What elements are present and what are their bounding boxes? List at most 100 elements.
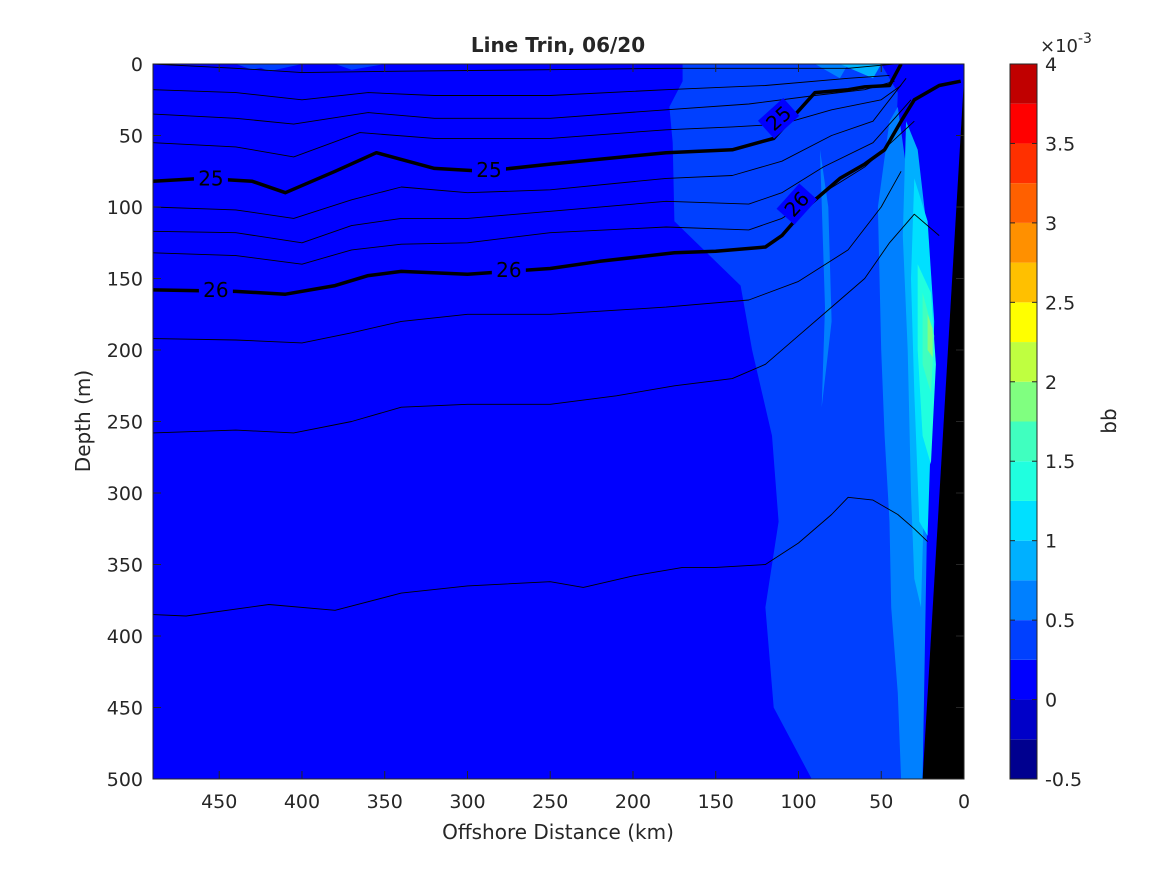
bb-region-3 <box>820 149 832 408</box>
colorbar-tick-label: 1.5 <box>1045 451 1075 473</box>
y-tick-label: 350 <box>107 555 143 577</box>
contour-label-group-1: 25 <box>471 157 506 182</box>
colorbar-block-1 <box>1010 699 1037 740</box>
x-tick-label: 50 <box>869 791 893 813</box>
colorbar-block-15 <box>1010 143 1037 184</box>
density-contour-9 <box>153 171 902 344</box>
x-tick-label: 0 <box>958 791 970 813</box>
colorbar-tick-label: 2 <box>1045 372 1057 394</box>
density-contour-0 <box>153 64 895 74</box>
colorbar-block-5 <box>1010 540 1037 581</box>
bb-filled-contours <box>153 64 936 779</box>
colorbar-block-6 <box>1010 500 1037 541</box>
x-tick-label: 200 <box>615 791 651 813</box>
contour-label-knockout <box>491 257 526 282</box>
contour-label: 25 <box>476 158 501 182</box>
colorbar-tick-label: 3 <box>1045 213 1057 235</box>
colorbar-exponent-base: ×10 <box>1040 36 1078 57</box>
colorbar-block-0 <box>1010 739 1037 779</box>
bold-density-contour-8 <box>153 79 962 296</box>
contour-label-knockout <box>198 277 233 302</box>
colorbar-block-10 <box>1010 342 1037 382</box>
y-tick-label: 100 <box>107 197 143 219</box>
colorbar: -0.5 0 0.5 1 1.5 2 2.5 3 3.5 4 ×10-3 bb <box>1009 31 1121 791</box>
density-contours <box>153 64 962 617</box>
density-contour-11 <box>153 496 928 617</box>
bb-region-6 <box>839 64 882 79</box>
colorbar-block-2 <box>1010 659 1037 700</box>
colorbar-block-12 <box>1010 262 1037 303</box>
density-contour-10 <box>153 213 940 434</box>
chart-title: Line Trin, 06/20 <box>471 33 645 57</box>
colorbar-block-13 <box>1010 222 1037 263</box>
bathymetry-mask-layer <box>922 78 964 779</box>
contour-label: 26 <box>203 278 228 302</box>
colorbar-block-11 <box>1010 302 1037 343</box>
colorbar-block-9 <box>1010 381 1037 422</box>
bb-region-10 <box>927 314 933 358</box>
contour-label: 25 <box>198 166 223 190</box>
contour-label-group-3: 26 <box>198 277 233 302</box>
density-contour-6 <box>153 99 912 244</box>
x-axis: 450 400 350 300 250 200 150 100 50 0 <box>201 64 970 813</box>
y-tick-label: 250 <box>107 412 143 434</box>
colorbar-block-8 <box>1010 421 1037 462</box>
colorbar-tick-label: 2.5 <box>1045 292 1075 314</box>
bb-region-1 <box>153 64 302 72</box>
y-axis: 0 50 100 150 200 250 300 350 400 450 500 <box>107 54 964 791</box>
colorbar-tick-label: -0.5 <box>1045 769 1082 791</box>
y-tick-label: 150 <box>107 269 143 291</box>
x-tick-label: 100 <box>780 791 816 813</box>
y-tick-label: 300 <box>107 483 143 505</box>
contour-label-knockout <box>471 157 506 182</box>
colorbar-ticks: -0.5 0 0.5 1 1.5 2 2.5 3 3.5 4 <box>1010 54 1082 791</box>
contour-label-group-4: 26 <box>491 257 526 282</box>
x-tick-label: 300 <box>449 791 485 813</box>
colorbar-exponent: ×10-3 <box>1040 31 1092 57</box>
y-tick-label: 200 <box>107 340 143 362</box>
x-tick-label: 450 <box>201 791 237 813</box>
colorbar-tick-label: 0 <box>1045 690 1057 712</box>
colorbar-frame <box>1009 63 1038 780</box>
bb-region-4 <box>815 64 849 79</box>
y-axis-label: Depth (m) <box>71 370 95 472</box>
density-contour-3 <box>153 85 902 158</box>
y-tick-label: 0 <box>131 54 143 76</box>
colorbar-block-4 <box>1010 580 1037 621</box>
x-tick-label: 400 <box>284 791 320 813</box>
contour-label-knockout <box>757 98 800 139</box>
x-tick-label: 350 <box>367 791 403 813</box>
contour-label-knockout <box>776 183 818 225</box>
x-axis-label: Offshore Distance (km) <box>442 820 674 844</box>
colorbar-exponent-power: -3 <box>1078 31 1092 47</box>
contour-label-knockout <box>193 166 228 191</box>
y-tick-label: 450 <box>107 698 143 720</box>
colorbar-tick-label: 0.5 <box>1045 610 1075 632</box>
x-tick-label: 250 <box>532 791 568 813</box>
colorbar-tick-label: 3.5 <box>1045 133 1075 155</box>
colorbar-block-14 <box>1010 183 1037 223</box>
colorbar-block-3 <box>1010 620 1037 660</box>
density-contour-2 <box>153 80 895 125</box>
bathymetry-mask <box>922 78 964 779</box>
colorbar-tick-label: 1 <box>1045 531 1057 553</box>
x-tick-label: 150 <box>698 791 734 813</box>
contour-label: 26 <box>496 258 521 282</box>
colorbar-block-7 <box>1010 461 1037 501</box>
density-contour-5 <box>153 78 907 219</box>
colorbar-tick-label: 4 <box>1045 54 1057 76</box>
colorbar-blocks <box>1010 64 1037 779</box>
bold-density-contour-4 <box>153 64 903 195</box>
colorbar-label: bb <box>1097 408 1121 433</box>
contour-label-group-0: 25 <box>193 166 228 191</box>
y-tick-label: 500 <box>107 769 143 791</box>
y-tick-label: 50 <box>119 126 143 148</box>
colorbar-block-17 <box>1010 64 1037 104</box>
density-contour-1 <box>153 74 890 101</box>
colorbar-block-16 <box>1010 103 1037 144</box>
bb-region-0 <box>153 64 923 779</box>
y-tick-label: 400 <box>107 626 143 648</box>
